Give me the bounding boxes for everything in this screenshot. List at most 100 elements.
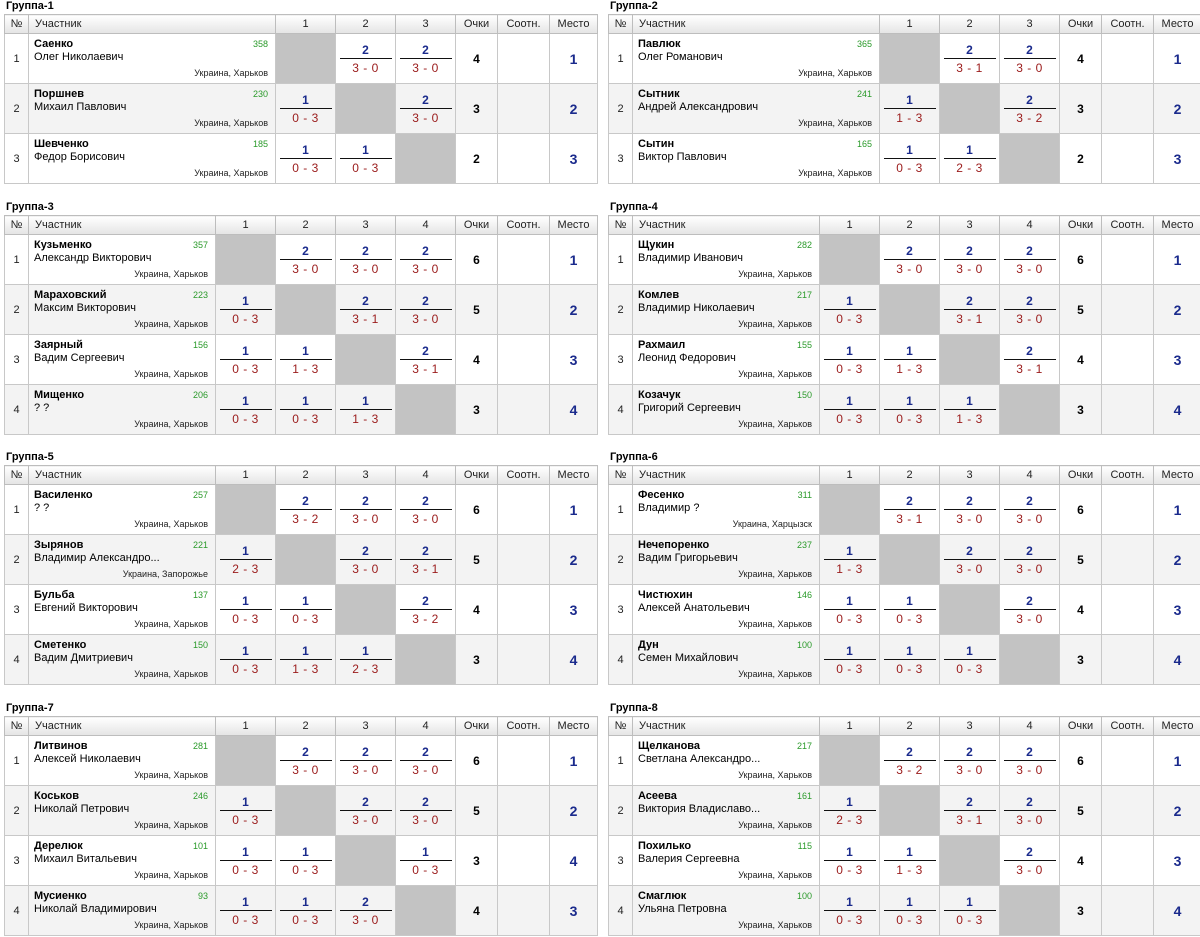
player-cell[interactable]: Фесенко Владимир ? 311 Украина, Харцызск [632,484,820,535]
match-result-cell[interactable]: 2 3 - 0 [939,534,1000,585]
header-opponent-3[interactable]: 3 [999,14,1060,34]
match-result-cell[interactable]: 2 3 - 0 [395,785,456,836]
match-result-cell[interactable]: 1 0 - 3 [215,334,276,385]
player-surname[interactable]: Поршнев [34,88,85,100]
match-result-cell[interactable]: 1 0 - 3 [879,584,940,635]
header-place[interactable]: Место [1153,716,1200,736]
match-result-cell[interactable]: 1 0 - 3 [819,835,880,886]
player-cell[interactable]: Мищенко? ? 206 Украина, Харьков [28,384,216,435]
header-ratio[interactable]: Соотн. [497,14,550,34]
match-result-cell[interactable]: 2 3 - 2 [879,735,940,786]
player-surname[interactable]: Зырянов [34,539,84,551]
player-surname[interactable]: Мараховский [34,289,107,301]
player-cell[interactable]: Коськов Николай Петрович 246 Украина, Харьк… [28,785,216,836]
header-opponent-4[interactable]: 4 [395,215,456,235]
match-result-cell[interactable]: 1 0 - 3 [275,83,336,134]
player-surname[interactable]: Чистюхин [638,589,693,601]
player-surname[interactable]: Смаглюк [638,890,687,902]
match-result-cell[interactable]: 1 0 - 3 [215,384,276,435]
match-result-cell[interactable]: 1 0 - 3 [215,835,276,886]
header-opponent-3[interactable]: 3 [939,215,1000,235]
header-opponent-4[interactable]: 4 [999,465,1060,485]
header-points[interactable]: Очки [455,215,498,235]
header-ratio[interactable]: Соотн. [1101,465,1154,485]
header-num[interactable]: № [608,215,633,235]
player-cell[interactable]: Щелканова Светлана Александро... 217 Украин… [632,735,820,786]
header-participant[interactable]: Участник [632,716,820,736]
match-result-cell[interactable]: 1 0 - 3 [215,885,276,936]
player-surname[interactable]: Дун [638,639,659,651]
header-opponent-4[interactable]: 4 [395,716,456,736]
player-cell[interactable]: Дерелюк Михаил Витальевич 101 Украина, Харь… [28,835,216,886]
match-result-cell[interactable]: 1 0 - 3 [879,133,940,184]
match-result-cell[interactable]: 1 0 - 3 [879,384,940,435]
player-cell[interactable]: Комлев Владимир Николаевич 217 Украина, Хар… [632,284,820,335]
player-cell[interactable]: Василенко? ? 257 Украина, Харьков [28,484,216,535]
header-opponent-1[interactable]: 1 [879,14,940,34]
match-result-cell[interactable]: 2 3 - 0 [395,33,456,84]
header-place[interactable]: Место [1153,215,1200,235]
header-opponent-1[interactable]: 1 [215,215,276,235]
header-ratio[interactable]: Соотн. [497,465,550,485]
match-result-cell[interactable]: 1 0 - 3 [275,885,336,936]
match-result-cell[interactable]: 2 3 - 2 [999,83,1060,134]
player-cell[interactable]: Щукин Владимир Иванович 282 Украина, Харько… [632,234,820,285]
match-result-cell[interactable]: 1 0 - 3 [819,284,880,335]
match-result-cell[interactable]: 2 3 - 0 [999,534,1060,585]
match-result-cell[interactable]: 1 0 - 3 [879,634,940,685]
header-opponent-2[interactable]: 2 [275,716,336,736]
match-result-cell[interactable]: 1 1 - 3 [879,334,940,385]
player-cell[interactable]: Сытин Виктор Павлович 165 Украина, Харьков [632,133,880,184]
match-result-cell[interactable]: 1 1 - 3 [335,384,396,435]
match-result-cell[interactable]: 1 0 - 3 [275,835,336,886]
player-surname[interactable]: Комлев [638,289,680,301]
match-result-cell[interactable]: 2 3 - 0 [999,234,1060,285]
match-result-cell[interactable]: 2 3 - 0 [395,484,456,535]
player-surname[interactable]: Литвинов [34,740,88,752]
header-num[interactable]: № [4,215,29,235]
match-result-cell[interactable]: 2 3 - 0 [335,735,396,786]
match-result-cell[interactable]: 2 3 - 1 [939,785,1000,836]
player-cell[interactable]: Нечепоренко Вадим Григорьевич 237 Украина, … [632,534,820,585]
header-opponent-3[interactable]: 3 [395,14,456,34]
header-participant[interactable]: Участник [28,716,216,736]
match-result-cell[interactable]: 1 0 - 3 [335,133,396,184]
match-result-cell[interactable]: 1 1 - 3 [939,384,1000,435]
match-result-cell[interactable]: 2 3 - 0 [395,284,456,335]
player-cell[interactable]: Сметенко Вадим Дмитриевич 150 Украина, Харь… [28,634,216,685]
player-surname[interactable]: Дерелюк [34,840,83,852]
player-cell[interactable]: Кузьменко Александр Викторович 357 Украина,… [28,234,216,285]
player-cell[interactable]: Поршнев Михаил Павлович 230 Украина, Харько… [28,83,276,134]
header-opponent-1[interactable]: 1 [215,465,276,485]
player-surname[interactable]: Коськов [34,790,80,802]
header-ratio[interactable]: Соотн. [497,215,550,235]
match-result-cell[interactable]: 2 3 - 0 [335,534,396,585]
player-surname[interactable]: Похилько [638,840,692,852]
header-num[interactable]: № [4,14,29,34]
header-opponent-3[interactable]: 3 [939,716,1000,736]
match-result-cell[interactable]: 2 3 - 2 [275,484,336,535]
match-result-cell[interactable]: 1 0 - 3 [215,785,276,836]
match-result-cell[interactable]: 2 3 - 0 [335,885,396,936]
header-participant[interactable]: Участник [28,14,276,34]
match-result-cell[interactable]: 1 1 - 3 [275,334,336,385]
match-result-cell[interactable]: 1 2 - 3 [215,534,276,585]
match-result-cell[interactable]: 2 3 - 0 [395,735,456,786]
header-num[interactable]: № [608,14,633,34]
header-place[interactable]: Место [549,465,598,485]
player-cell[interactable]: Литвинов Алексей Николаевич 281 Украина, Ха… [28,735,216,786]
header-points[interactable]: Очки [455,716,498,736]
player-cell[interactable]: Павлюк Олег Романович 365 Украина, Харьков [632,33,880,84]
header-opponent-2[interactable]: 2 [275,215,336,235]
match-result-cell[interactable]: 1 0 - 3 [275,384,336,435]
player-cell[interactable]: Мусиенко Николай Владимирович 93 Украина, Х… [28,885,216,936]
match-result-cell[interactable]: 2 3 - 0 [999,785,1060,836]
match-result-cell[interactable]: 1 1 - 3 [275,634,336,685]
header-opponent-2[interactable]: 2 [879,465,940,485]
match-result-cell[interactable]: 2 3 - 0 [999,735,1060,786]
match-result-cell[interactable]: 1 0 - 3 [215,584,276,635]
player-cell[interactable]: Рахмаил Леонид Федорович 155 Украина, Харьк… [632,334,820,385]
match-result-cell[interactable]: 1 0 - 3 [939,885,1000,936]
match-result-cell[interactable]: 2 3 - 0 [395,234,456,285]
player-surname[interactable]: Щукин [638,239,675,251]
